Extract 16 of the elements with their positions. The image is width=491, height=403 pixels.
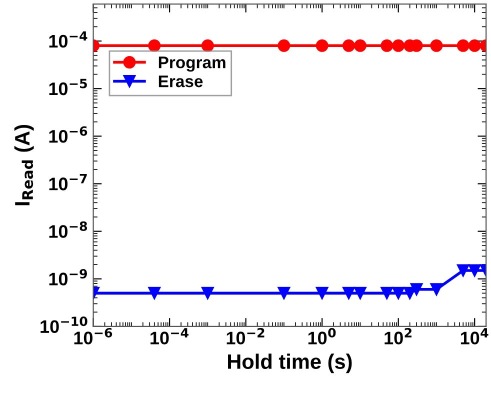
y-axis-title: I$_{Read}$ (A) bbox=[14, 124, 34, 206]
legend-label: Erase bbox=[158, 76, 203, 88]
y-tick-label: 10$^{−6}$ bbox=[49, 126, 88, 143]
x-tick-label: 10$^{−4}$ bbox=[150, 328, 188, 344]
x-tick-label: 10$^{2}$ bbox=[384, 328, 412, 344]
y-tick-label: 10$^{−9}$ bbox=[49, 268, 87, 286]
y-tick-label: 10$^{−7}$ bbox=[49, 174, 87, 190]
y-tick-label: 10$^{−5}$ bbox=[49, 78, 87, 96]
x-tick-label: 10$^{0}$ bbox=[308, 328, 336, 344]
x-tick-label: 10$^{−6}$ bbox=[74, 328, 112, 344]
y-tick-label: 10$^{−8}$ bbox=[49, 221, 88, 238]
x-axis-title: Hold time (s) bbox=[228, 354, 352, 374]
x-tick-label: 10$^{4}$ bbox=[460, 328, 488, 344]
x-tick-label: 10$^{−2}$ bbox=[226, 328, 264, 344]
legend-label: Program bbox=[158, 56, 226, 72]
y-tick-label: 10$^{−4}$ bbox=[49, 31, 88, 48]
